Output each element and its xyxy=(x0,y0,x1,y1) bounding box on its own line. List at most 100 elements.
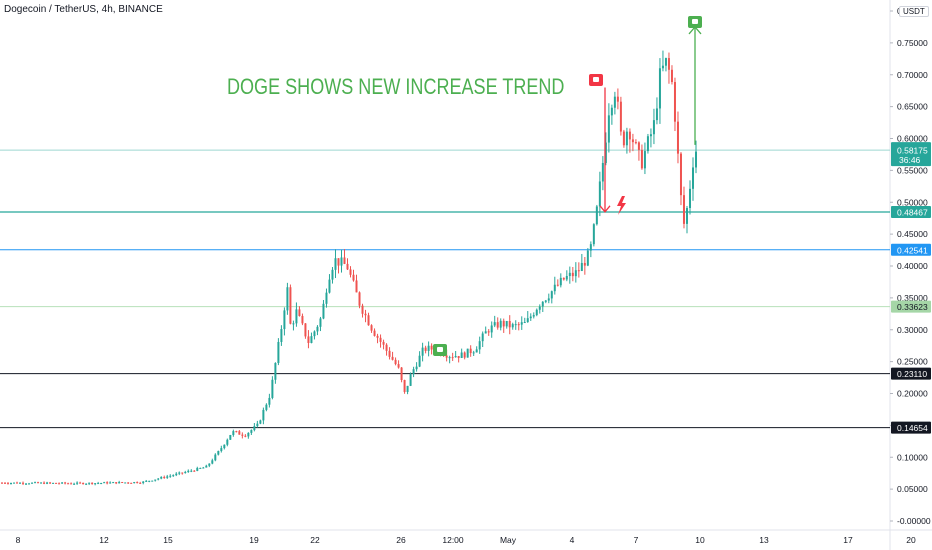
price-level-badge[interactable] xyxy=(891,206,931,219)
candle-body xyxy=(283,310,286,330)
candle-body xyxy=(58,483,61,485)
candle-body xyxy=(412,369,415,375)
candle-body xyxy=(223,444,226,449)
candle-body xyxy=(214,454,217,461)
candle-body xyxy=(559,277,562,286)
price-level-badge[interactable] xyxy=(891,367,931,380)
candle-body xyxy=(274,362,277,380)
candle-body xyxy=(64,482,67,484)
candle-body xyxy=(517,324,520,326)
candle-body xyxy=(295,309,298,324)
time-tick-label: 19 xyxy=(249,535,259,545)
price-level-label: 0.33623 xyxy=(897,302,928,312)
candle-body xyxy=(586,250,589,266)
candle-body xyxy=(457,356,460,358)
candle-body xyxy=(112,482,115,484)
candle-body xyxy=(304,323,307,337)
candle-body xyxy=(571,272,574,277)
candle-body xyxy=(13,482,16,484)
candle-body xyxy=(664,58,667,66)
candle-body xyxy=(157,478,160,480)
price-level-badge[interactable] xyxy=(891,142,931,167)
candle-body xyxy=(139,482,142,484)
candle-body xyxy=(376,335,379,338)
candle-body xyxy=(655,108,658,121)
candle-body xyxy=(574,270,577,277)
candle-body xyxy=(268,397,271,405)
candle-body xyxy=(688,188,691,209)
lightning-icon xyxy=(617,196,626,215)
candle-body xyxy=(19,482,22,484)
coffee-cup-icon-handle xyxy=(443,348,445,351)
candle-body xyxy=(451,357,454,359)
candle-body xyxy=(589,244,592,251)
candle-body xyxy=(481,333,484,342)
time-tick-label: May xyxy=(500,535,517,545)
candle-body xyxy=(364,313,367,316)
candle-body xyxy=(415,366,418,370)
candle-body xyxy=(238,431,241,435)
candle-body xyxy=(31,482,34,484)
candle-body xyxy=(346,263,349,270)
candle-body xyxy=(115,482,118,484)
candle-body xyxy=(493,322,496,326)
candle-body xyxy=(373,330,376,336)
candle-body xyxy=(370,325,373,331)
price-level-badge[interactable] xyxy=(891,300,931,313)
candle-body xyxy=(151,480,154,482)
candle-body xyxy=(325,292,328,304)
candle-body xyxy=(619,101,622,132)
candle-body xyxy=(361,305,364,314)
time-tick-label: 22 xyxy=(310,535,320,545)
coffee-cup-icon-handle xyxy=(698,20,700,23)
candle-body xyxy=(523,322,526,324)
price-tick-label: 0.10000 xyxy=(897,452,928,462)
candle-body xyxy=(616,96,619,102)
price-tick-label: 0.35000 xyxy=(897,293,928,303)
price-tick-label: 0.25000 xyxy=(897,357,928,367)
candle-body xyxy=(43,482,46,484)
candle-body xyxy=(121,482,124,484)
candle-body xyxy=(391,356,394,360)
candle-body xyxy=(307,336,310,343)
candle-body xyxy=(103,482,106,484)
candle-body xyxy=(82,482,85,485)
candle-body xyxy=(628,131,631,140)
candle-body xyxy=(16,482,19,484)
candle-body xyxy=(289,287,292,324)
candle-body xyxy=(4,482,7,484)
candle-body xyxy=(229,434,232,440)
coffee-cup-icon-inner xyxy=(692,19,698,24)
candle-body xyxy=(316,326,319,332)
candle-body xyxy=(34,482,37,484)
price-level-badge[interactable] xyxy=(891,243,931,256)
candle-body xyxy=(244,435,247,437)
candle-body xyxy=(313,331,316,337)
candle-body xyxy=(127,482,130,484)
currency-badge[interactable]: USDT xyxy=(899,6,929,17)
symbol-title[interactable]: Dogecoin / TetherUS, 4h, BINANCE xyxy=(4,4,163,15)
price-tick-label: 0.70000 xyxy=(897,70,928,80)
price-level-label: 0.23110 xyxy=(897,369,927,379)
candle-body xyxy=(349,269,352,275)
candle-body xyxy=(61,482,64,484)
price-tick-label: 0.05000 xyxy=(897,484,928,494)
candle-body xyxy=(646,136,649,152)
candle-body xyxy=(424,347,427,351)
candle-body xyxy=(463,352,466,358)
candle-body xyxy=(418,355,421,367)
candle-body xyxy=(487,331,490,333)
candle-body xyxy=(169,475,172,477)
candle-body xyxy=(118,482,121,484)
candle-body xyxy=(37,482,40,484)
price-level-label: 0.58175 xyxy=(897,146,928,156)
candle-body xyxy=(598,181,601,207)
candle-body xyxy=(70,483,73,485)
candle-body xyxy=(343,257,346,264)
price-level-badge[interactable] xyxy=(891,421,931,434)
candle-body xyxy=(556,284,559,286)
candle-body xyxy=(97,483,100,485)
candle-body xyxy=(163,476,166,478)
candle-body xyxy=(508,320,511,328)
